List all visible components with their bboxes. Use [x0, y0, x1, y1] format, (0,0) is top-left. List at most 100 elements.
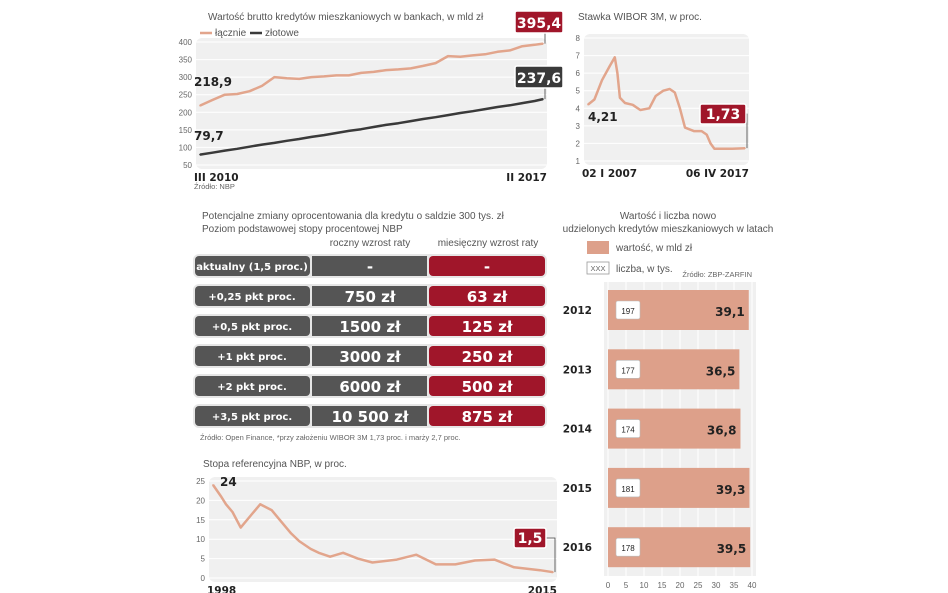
x-tick-label: 30: [712, 581, 721, 590]
data-point: [542, 98, 544, 100]
source-note: Źródło: NBP: [194, 182, 235, 191]
legend-label-value: wartość, w mld zł: [615, 243, 693, 254]
row-label: +0,25 pkt proc.: [208, 292, 295, 303]
data-point: [731, 147, 734, 150]
data-point: [211, 99, 214, 101]
data-point: [539, 569, 541, 572]
data-point: [744, 147, 746, 149]
count-label: 177: [621, 366, 635, 375]
x-tick-label: 10: [640, 581, 649, 590]
data-point: [335, 132, 338, 134]
data-point: [298, 78, 300, 80]
count-box: [615, 300, 641, 320]
data-point: [323, 75, 325, 78]
data-point: [212, 484, 214, 486]
x-label-start: 02 I 2007: [582, 168, 637, 180]
data-point: [484, 108, 486, 110]
row-label-cell: [195, 256, 310, 276]
legend-label-count: liczba, w tys.: [616, 264, 673, 275]
value-label: 36,8: [707, 424, 737, 438]
count-box: [615, 478, 641, 498]
value-label: 39,1: [715, 305, 745, 319]
row-label-cell: [195, 286, 310, 306]
data-point: [496, 51, 499, 53]
data-point: [397, 68, 400, 71]
category-label: 2012: [563, 305, 592, 317]
data-point: [396, 558, 398, 561]
data-point: [285, 139, 288, 142]
data-point: [684, 126, 686, 129]
data-point: [385, 124, 387, 126]
x-tick-label: 25: [694, 581, 703, 590]
annual-cell: [312, 256, 427, 276]
data-point: [679, 107, 681, 110]
data-point: [335, 74, 338, 77]
data-point: [223, 93, 226, 96]
data-point: [273, 76, 276, 78]
data-point: [668, 88, 671, 90]
row-label: aktualny (1,5 proc.): [196, 262, 308, 273]
legend-label-lacznie: łącznie: [215, 28, 247, 39]
annual-cell: [312, 346, 427, 366]
monthly-cell: [429, 406, 545, 426]
data-point: [474, 559, 476, 562]
annual-cell: [312, 316, 427, 336]
data-point: [199, 153, 201, 156]
data-point: [347, 74, 350, 77]
data-point: [261, 85, 263, 87]
monthly-cell: [429, 316, 545, 336]
plot-area: [196, 38, 547, 169]
annual-cell: [312, 286, 427, 306]
legend-swatch-text: XXX: [590, 264, 605, 273]
annual-value: 1500 zł: [339, 318, 401, 336]
data-point: [248, 90, 251, 92]
data-point: [261, 143, 263, 146]
data-point: [705, 133, 708, 136]
data-point: [409, 120, 412, 122]
category-label: 2015: [563, 483, 592, 495]
y-tick-label: 50: [183, 161, 192, 170]
bar-chart-title: Wartość i liczba nowo udzielonych kredytó…: [563, 211, 774, 235]
x-tick-label: 15: [658, 581, 667, 590]
data-point: [434, 116, 437, 119]
column-header-annual: roczny wzrost raty: [330, 238, 411, 249]
data-point: [310, 76, 313, 78]
chart-title: Stawka WIBOR 3M, w proc.: [578, 12, 702, 23]
category-label: 2013: [563, 364, 592, 376]
x-tick-label: 0: [606, 581, 611, 590]
row-label: +1 pkt proc.: [217, 352, 287, 363]
data-point: [662, 89, 665, 92]
data-point: [435, 563, 437, 566]
data-point: [309, 548, 312, 550]
data-point: [231, 511, 234, 513]
y-tick-label: 1: [576, 157, 581, 166]
data-point: [648, 107, 651, 110]
data-point: [278, 519, 281, 521]
bar-source: Źródło: ZBP-ZARFIN: [682, 270, 752, 279]
monthly-cell: [429, 256, 545, 276]
data-point: [347, 130, 350, 132]
x-label-end: 06 IV 2017: [686, 168, 749, 180]
data-point: [616, 72, 619, 74]
data-point: [236, 148, 238, 150]
monthly-value: -: [484, 258, 490, 276]
count-box: [615, 359, 641, 379]
data-point: [587, 103, 589, 106]
data-point: [693, 130, 695, 132]
data-point: [285, 77, 288, 79]
end-value-label: 1,73: [706, 107, 741, 123]
data-point: [323, 134, 325, 136]
y-tick-label: 350: [179, 56, 193, 65]
plot-area: [584, 34, 749, 165]
x-label-end: II 2017: [506, 172, 547, 184]
count-label: 181: [621, 485, 635, 494]
data-point: [454, 563, 457, 566]
x-tick-label: 20: [676, 581, 685, 590]
x-label-start: 1998: [207, 585, 236, 593]
data-point: [251, 513, 253, 515]
count-label: 197: [621, 307, 635, 316]
legend-label-zlotowe: złotowe: [265, 28, 299, 39]
table-subtitle: Poziom podstawowej stopy procentowej NBP: [202, 224, 403, 235]
row-label-cell: [195, 316, 310, 336]
y-tick-label: 10: [196, 535, 205, 544]
